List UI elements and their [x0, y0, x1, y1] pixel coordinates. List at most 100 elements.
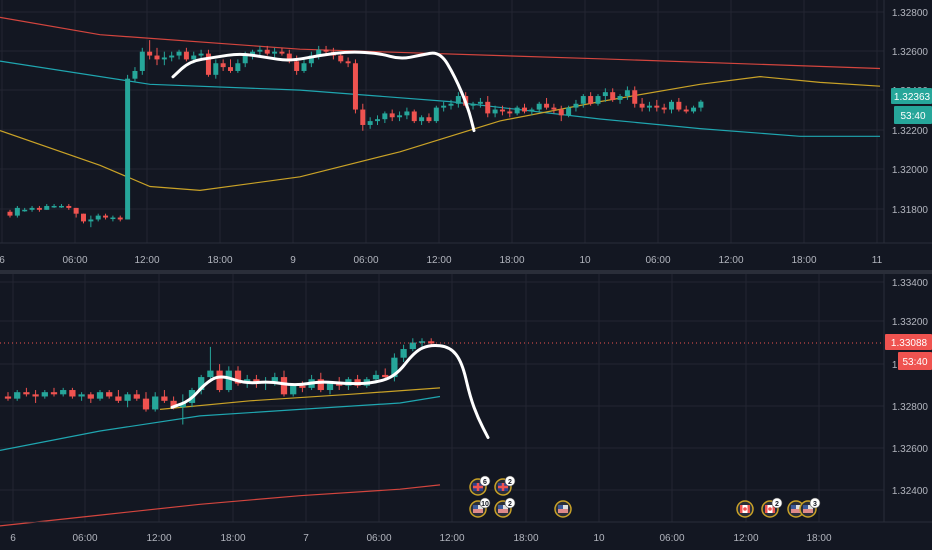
event-marker-us[interactable]: 10 [469, 497, 491, 518]
candle[interactable] [110, 215, 116, 222]
candle[interactable] [96, 390, 104, 401]
candle[interactable] [345, 57, 351, 68]
candle[interactable] [544, 97, 550, 110]
candle[interactable] [198, 49, 204, 60]
candle[interactable] [411, 109, 417, 124]
candle[interactable] [654, 99, 660, 112]
candle[interactable] [257, 45, 263, 56]
candle[interactable] [161, 390, 168, 403]
candle[interactable] [132, 67, 138, 83]
candle[interactable] [588, 92, 594, 106]
candle[interactable] [676, 97, 682, 112]
candle[interactable] [51, 204, 57, 208]
candle[interactable] [106, 390, 113, 399]
candle[interactable] [477, 97, 483, 108]
candle[interactable] [22, 207, 28, 212]
candle[interactable] [382, 111, 388, 124]
candle[interactable] [602, 88, 608, 102]
candle[interactable] [198, 374, 205, 395]
candle[interactable] [661, 103, 667, 114]
candle[interactable] [610, 88, 616, 102]
candle[interactable] [44, 204, 50, 210]
candle[interactable] [179, 394, 186, 425]
event-marker-gb[interactable]: 2 [494, 475, 516, 496]
candle[interactable] [441, 101, 447, 112]
candle[interactable] [352, 59, 358, 114]
candle[interactable] [87, 392, 94, 403]
candle[interactable] [455, 92, 461, 108]
event-marker-us[interactable]: 2 [494, 497, 516, 518]
candle[interactable] [470, 101, 476, 110]
candle[interactable] [73, 207, 79, 218]
candle[interactable] [400, 344, 407, 362]
candle[interactable] [161, 51, 167, 66]
top-panel[interactable]: 1.328001.326001.324001.322001.320001.318… [0, 0, 932, 266]
candle[interactable] [409, 338, 416, 352]
candle[interactable] [32, 390, 39, 403]
candle[interactable] [228, 59, 233, 73]
candle[interactable] [375, 115, 380, 125]
candle[interactable] [152, 392, 159, 412]
candle[interactable] [683, 105, 689, 114]
candle[interactable] [404, 107, 410, 120]
candle[interactable] [433, 105, 439, 124]
candle[interactable] [7, 209, 13, 218]
candle[interactable] [14, 205, 20, 218]
candle[interactable] [60, 387, 67, 397]
candle[interactable] [147, 40, 153, 60]
candle[interactable] [397, 111, 403, 122]
candle[interactable] [580, 94, 586, 108]
candle[interactable] [492, 105, 498, 118]
candle[interactable] [595, 94, 601, 106]
candle[interactable] [133, 390, 140, 401]
candle[interactable] [183, 47, 189, 62]
candle[interactable] [14, 390, 21, 401]
candle[interactable] [499, 105, 505, 116]
candle[interactable] [95, 213, 101, 222]
top-time-axis[interactable]: 6 06:00 12:00 18:00 9 06:00 12:00 18:00 10 06:00 1… [0, 255, 883, 266]
candle[interactable] [639, 97, 645, 112]
candle[interactable] [205, 49, 211, 77]
panel-separator[interactable] [0, 270, 932, 274]
candle[interactable] [529, 107, 535, 116]
candle[interactable] [367, 117, 373, 129]
candle[interactable] [419, 115, 425, 125]
candle[interactable] [573, 99, 579, 112]
economic-events[interactable]: 6 2 10 2 2 3 [469, 475, 821, 518]
candle[interactable] [154, 47, 160, 66]
candle[interactable] [4, 392, 12, 401]
candle[interactable] [279, 47, 285, 56]
candle[interactable] [78, 392, 85, 401]
candle[interactable] [485, 96, 491, 118]
candle[interactable] [117, 215, 123, 222]
candle[interactable] [522, 103, 527, 114]
candle[interactable] [41, 390, 48, 399]
candle[interactable] [234, 366, 242, 386]
candle[interactable] [23, 387, 30, 397]
candle[interactable] [382, 368, 389, 380]
candle[interactable] [632, 86, 638, 108]
candle[interactable] [669, 99, 674, 114]
candle[interactable] [36, 205, 42, 212]
candle[interactable] [69, 387, 76, 399]
candle[interactable] [125, 74, 131, 220]
event-marker-us[interactable] [554, 500, 572, 518]
candle[interactable] [360, 103, 366, 131]
event-marker-us[interactable]: 3 [799, 497, 821, 518]
candle[interactable] [88, 215, 94, 228]
candle[interactable] [308, 51, 314, 68]
candle[interactable] [536, 101, 542, 112]
candle[interactable] [176, 49, 182, 60]
candle[interactable] [426, 113, 432, 124]
candle[interactable] [272, 47, 278, 58]
candle[interactable] [698, 99, 704, 112]
candle[interactable] [566, 105, 572, 118]
candle[interactable] [551, 103, 557, 114]
candle[interactable] [58, 204, 64, 208]
candle[interactable] [235, 59, 241, 73]
candle[interactable] [66, 204, 72, 210]
candle[interactable] [213, 59, 219, 79]
candle[interactable] [124, 392, 131, 408]
candle[interactable] [617, 94, 623, 104]
